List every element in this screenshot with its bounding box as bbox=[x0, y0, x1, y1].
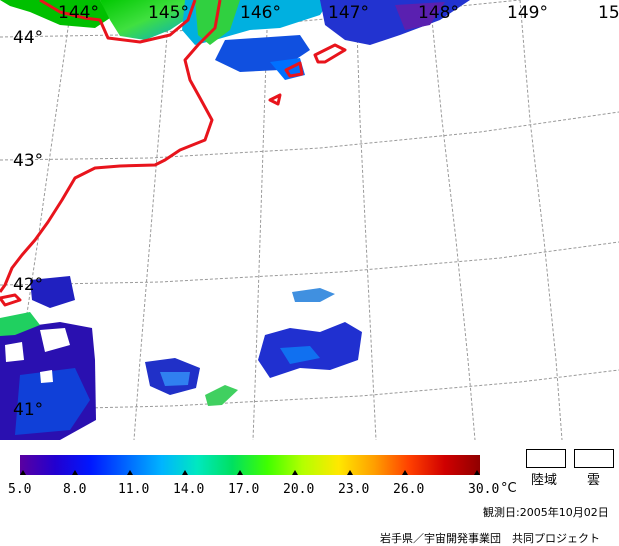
lon-line-147 bbox=[355, 0, 377, 440]
colorbar-tick-label: 30.0 bbox=[468, 482, 500, 497]
sst-patch-southwest-inner bbox=[15, 368, 90, 435]
colorbar-tick-mark bbox=[474, 470, 480, 475]
colorbar-tick-label: 11.0 bbox=[118, 482, 150, 497]
observation-date: 観測日:2005年10月02日 bbox=[483, 506, 609, 519]
coastline-hokkaido-east bbox=[39, 0, 197, 44]
colorbar-tick-label: 23.0 bbox=[338, 482, 370, 497]
lat-line-41 bbox=[0, 369, 619, 411]
colorbar-unit: °C bbox=[501, 481, 517, 496]
coastline-island bbox=[284, 61, 304, 78]
graticule bbox=[0, 0, 619, 440]
colorbar-tick-mark bbox=[237, 470, 243, 475]
sst-patch-central-green bbox=[205, 385, 238, 406]
colorbar-tick-label: 8.0 bbox=[63, 482, 87, 497]
land-legend-swatch bbox=[526, 449, 566, 468]
colorbar-tick-label: 14.0 bbox=[173, 482, 205, 497]
colorbar bbox=[20, 455, 480, 475]
lat-line-43 bbox=[0, 111, 619, 161]
longitude-label-145: 145° bbox=[148, 3, 189, 23]
colorbar-tick-mark bbox=[292, 470, 298, 475]
longitude-label-150: 15 bbox=[598, 3, 619, 23]
cloud-legend-swatch bbox=[574, 449, 614, 468]
cloud-patch bbox=[5, 342, 24, 362]
lon-line-148 bbox=[429, 0, 476, 440]
coastline-honshu-north bbox=[0, 293, 22, 307]
coastline-island bbox=[313, 43, 347, 64]
credit-line: 岩手県／宇宙開発事業団 共同プロジェクト bbox=[380, 532, 600, 545]
colorbar-tick-mark bbox=[182, 470, 188, 475]
colorbar-tick-label: 26.0 bbox=[393, 482, 425, 497]
sst-map bbox=[0, 0, 619, 440]
longitude-label-148: 148° bbox=[418, 3, 459, 23]
longitude-label-144: 144° bbox=[58, 3, 99, 23]
sst-patch-southwest-green bbox=[0, 312, 40, 336]
lon-line-146 bbox=[252, 0, 269, 440]
cloud-patch bbox=[40, 370, 53, 383]
sst-patch-central-mid-light bbox=[160, 372, 190, 386]
cloud-legend-label: 雲 bbox=[587, 473, 601, 488]
sst-patch-north-west bbox=[0, 0, 110, 28]
lon-line-145 bbox=[133, 0, 171, 440]
sst-patch-southwest-top bbox=[30, 276, 75, 308]
longitude-label-149: 149° bbox=[507, 3, 548, 23]
sst-patch-central-north bbox=[292, 288, 335, 302]
sst-patch-north-mid bbox=[100, 0, 190, 40]
latitude-label-43: 43° bbox=[13, 151, 44, 171]
coastline-island bbox=[268, 93, 282, 106]
colorbar-tick-mark bbox=[402, 470, 408, 475]
coastline-hokkaido-south bbox=[0, 0, 222, 293]
longitude-label-146: 146° bbox=[240, 3, 281, 23]
coastline bbox=[0, 0, 347, 307]
latitude-label-42: 42° bbox=[13, 275, 44, 295]
land-legend-label: 陸域 bbox=[531, 473, 558, 488]
colorbar-tick-label: 5.0 bbox=[8, 482, 32, 497]
lon-line-149 bbox=[519, 0, 563, 440]
sst-patch-central-east-light bbox=[280, 346, 320, 364]
longitude-label-147: 147° bbox=[328, 3, 369, 23]
colorbar-tick-label: 17.0 bbox=[228, 482, 260, 497]
cloud-mask bbox=[5, 328, 70, 383]
colorbar-tick-mark bbox=[127, 470, 133, 475]
sst-data-patches bbox=[0, 0, 470, 440]
cloud-patch bbox=[40, 328, 70, 352]
lat-line-42 bbox=[0, 241, 619, 286]
colorbar-tick-mark bbox=[20, 470, 26, 475]
latitude-label-41: 41° bbox=[13, 400, 44, 420]
colorbar-tick-label: 20.0 bbox=[283, 482, 315, 497]
sst-patch-north-violet bbox=[395, 2, 445, 30]
colorbar-gradient bbox=[20, 455, 480, 475]
colorbar-tick-mark bbox=[72, 470, 78, 475]
colorbar-tick-mark bbox=[347, 470, 353, 475]
latitude-label-44: 44° bbox=[13, 28, 44, 48]
